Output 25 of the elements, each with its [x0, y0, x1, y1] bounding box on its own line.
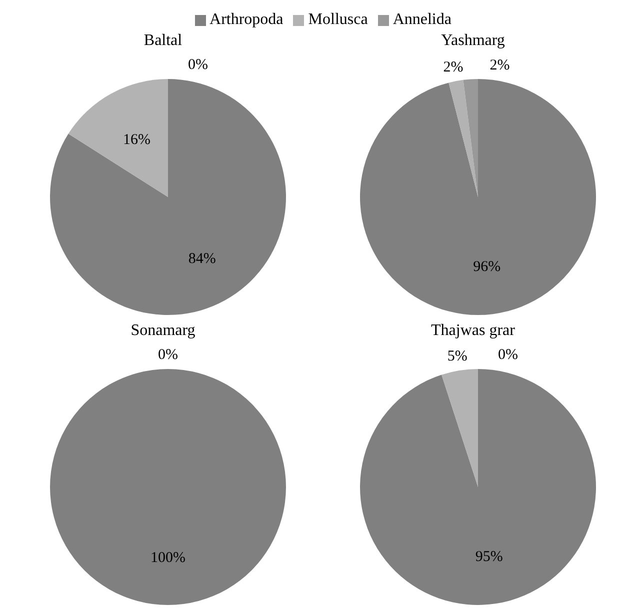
- pie-slice: [448, 80, 478, 197]
- data-label: 95%: [475, 548, 503, 565]
- chart-title: Thajwas grar: [430, 322, 516, 341]
- pie-slice: [50, 79, 286, 315]
- pie-slice: [360, 79, 596, 315]
- data-label: 84%: [188, 251, 216, 268]
- pie-slice: [442, 369, 478, 487]
- data-label: 2%: [443, 59, 464, 76]
- text: Baltal: [142, 32, 184, 51]
- data-label: 16%: [122, 132, 150, 148]
- legend-label: Annelida: [392, 11, 452, 29]
- pie-slice: [360, 369, 596, 605]
- data-label: 96%: [473, 259, 501, 276]
- data-label: 2%: [490, 57, 510, 74]
- text: 0%: [158, 347, 178, 363]
- legend-label: Arthropoda: [208, 11, 284, 29]
- pie-slice: [463, 79, 478, 197]
- chart-title: Yashmarg: [440, 32, 506, 51]
- data-label: 5%: [447, 348, 468, 365]
- chart-title: Sonamarg: [130, 322, 196, 341]
- pie-slice: [68, 79, 168, 197]
- data-label: 100%: [150, 550, 186, 566]
- text: 0%: [188, 57, 208, 73]
- legend-label: Mollusca: [307, 11, 368, 29]
- text: 0%: [498, 347, 518, 363]
